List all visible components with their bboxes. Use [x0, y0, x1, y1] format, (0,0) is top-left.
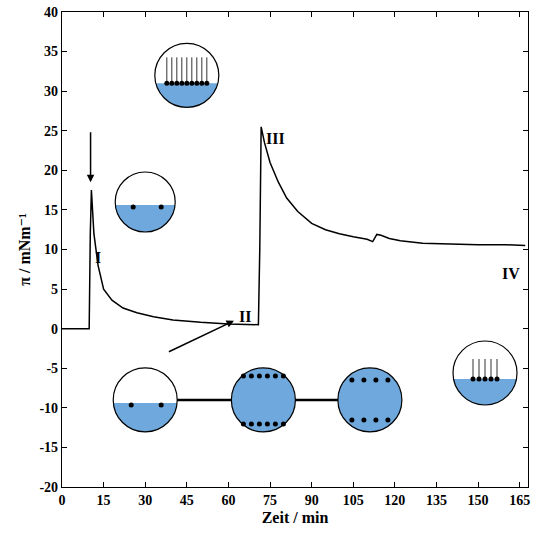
svg-text:15: 15	[44, 203, 58, 218]
svg-text:-20: -20	[39, 480, 58, 495]
svg-text:30: 30	[138, 493, 152, 508]
svg-text:10: 10	[44, 242, 58, 257]
svg-text:35: 35	[44, 44, 58, 59]
svg-text:30: 30	[44, 84, 58, 99]
svg-text:5: 5	[51, 282, 58, 297]
svg-text:120: 120	[384, 493, 405, 508]
svg-text:Zeit / min: Zeit / min	[262, 509, 329, 526]
svg-text:III: III	[266, 130, 285, 147]
svg-text:150: 150	[468, 493, 489, 508]
svg-text:IV: IV	[502, 265, 520, 282]
svg-text:15: 15	[97, 493, 111, 508]
svg-text:90: 90	[305, 493, 319, 508]
svg-text:135: 135	[426, 493, 447, 508]
svg-text:II: II	[239, 308, 251, 325]
svg-text:25: 25	[44, 124, 58, 139]
svg-text:0: 0	[51, 322, 58, 337]
svg-text:20: 20	[44, 163, 58, 178]
svg-text:105: 105	[343, 493, 364, 508]
svg-text:45: 45	[180, 493, 194, 508]
svg-text:-5: -5	[46, 361, 58, 376]
svg-text:-10: -10	[39, 401, 58, 416]
svg-text:75: 75	[263, 493, 277, 508]
svg-text:I: I	[95, 249, 101, 266]
svg-text:π / mNm⁻¹: π / mNm⁻¹	[16, 213, 33, 286]
svg-text:60: 60	[221, 493, 235, 508]
svg-text:165: 165	[509, 493, 530, 508]
svg-text:40: 40	[44, 5, 58, 20]
svg-text:-15: -15	[39, 440, 58, 455]
svg-text:0: 0	[59, 493, 66, 508]
